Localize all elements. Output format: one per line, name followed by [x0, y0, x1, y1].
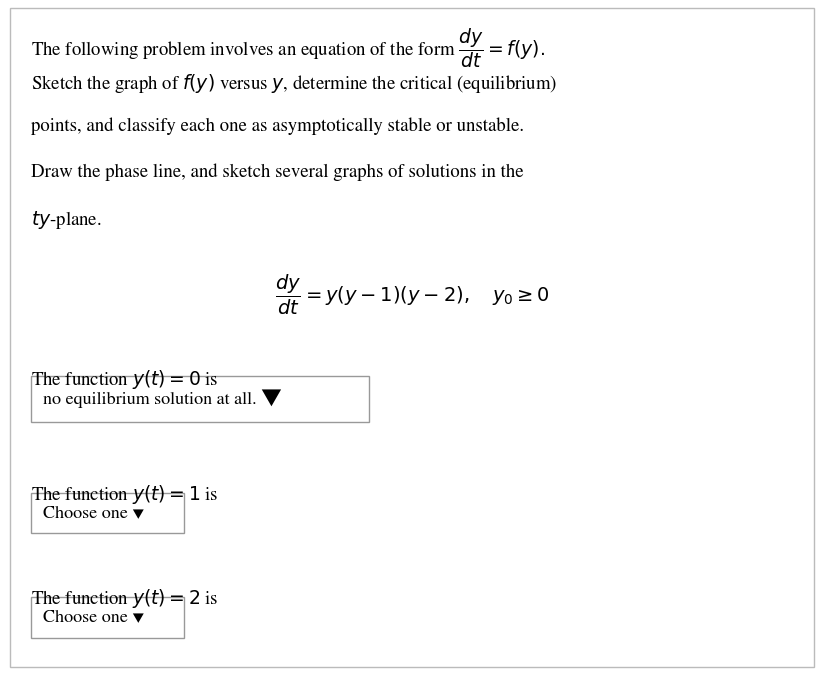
Text: Choose one ▾: Choose one ▾	[43, 610, 144, 626]
Text: The following problem involves an equation of the form $\dfrac{dy}{dt} = f(y).$: The following problem involves an equati…	[31, 26, 545, 70]
FancyBboxPatch shape	[31, 376, 369, 422]
Text: points, and classify each one as asymptotically stable or unstable.: points, and classify each one as asympto…	[31, 117, 524, 135]
FancyBboxPatch shape	[10, 8, 814, 667]
FancyBboxPatch shape	[31, 597, 184, 638]
Text: The function $y(t) = 1$ is: The function $y(t) = 1$ is	[31, 483, 219, 506]
Text: $\dfrac{dy}{dt} = y(y-1)(y-2), \quad y_0 \geq 0$: $\dfrac{dy}{dt} = y(y-1)(y-2), \quad y_0…	[274, 273, 550, 317]
Text: The function $y(t) = 0$ is: The function $y(t) = 0$ is	[31, 368, 219, 391]
Text: Draw the phase line, and sketch several graphs of solutions in the: Draw the phase line, and sketch several …	[31, 163, 524, 181]
FancyBboxPatch shape	[31, 493, 184, 533]
Text: The function $y(t) = 2$ is: The function $y(t) = 2$ is	[31, 587, 219, 610]
Text: no equilibrium solution at all. ▼: no equilibrium solution at all. ▼	[43, 389, 282, 408]
Text: $ty$-plane.: $ty$-plane.	[31, 209, 102, 232]
Text: Sketch the graph of $f(y)$ versus $y$, determine the critical (equilibrium): Sketch the graph of $f(y)$ versus $y$, d…	[31, 72, 558, 94]
Text: Choose one ▾: Choose one ▾	[43, 505, 144, 521]
